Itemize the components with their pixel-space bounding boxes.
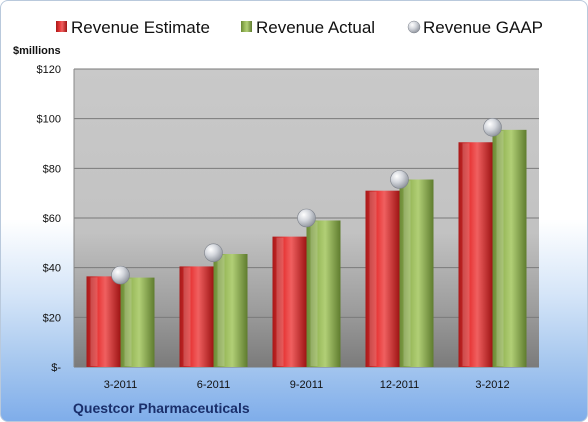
x-tick-label: 6-2011 <box>197 379 230 391</box>
legend-revenue-estimate: Revenue Estimate <box>56 18 210 37</box>
y-tick-label: $60 <box>43 213 61 225</box>
bar-highlight <box>369 191 377 366</box>
y-tick-label: $20 <box>43 312 61 324</box>
y-axis-unit-label: $millions <box>13 45 61 57</box>
company-name: Questcor Pharmaceuticals <box>73 400 250 416</box>
legend-label: Revenue Actual <box>256 18 375 37</box>
x-tick-label: 3-2011 <box>104 379 137 391</box>
bar-highlight <box>403 180 411 366</box>
x-axis: 3-2011 6-2011 9-2011 12-2011 3-2012 <box>104 379 510 391</box>
y-tick-label: $- <box>51 362 61 374</box>
legend-label: Revenue Estimate <box>71 18 210 37</box>
marker-revenue-gaap <box>111 265 130 285</box>
y-tick-label: $40 <box>43 263 61 275</box>
bar-highlight <box>217 255 225 366</box>
x-tick-label: 12-2011 <box>380 379 420 391</box>
x-tick-label: 9-2011 <box>290 379 323 391</box>
bar-revenue-actual <box>306 220 341 367</box>
legend-swatch <box>407 20 421 34</box>
marker-revenue-gaap <box>297 208 316 228</box>
bar-revenue-actual <box>120 277 155 367</box>
legend-revenue-gaap: Revenue GAAP <box>407 18 543 37</box>
legend-label: Revenue GAAP <box>423 18 543 37</box>
bar-highlight <box>183 267 191 366</box>
legend-swatch <box>56 21 67 32</box>
bar-revenue-estimate <box>86 276 121 367</box>
marker-revenue-gaap <box>204 243 223 263</box>
bar-revenue-actual <box>492 129 527 367</box>
bars <box>86 118 527 367</box>
bar-highlight <box>310 221 318 366</box>
bar-revenue-actual <box>399 179 434 367</box>
y-tick-label: $80 <box>43 163 61 175</box>
bar-highlight <box>276 237 284 366</box>
x-tick-label: 3-2012 <box>475 379 509 391</box>
legend-revenue-actual: Revenue Actual <box>241 18 375 37</box>
bar-revenue-estimate <box>365 190 400 367</box>
bar-highlight <box>90 277 98 366</box>
legend-swatch <box>241 21 252 32</box>
y-tick-label: $100 <box>37 114 61 126</box>
marker-revenue-gaap <box>483 118 502 137</box>
bar-highlight <box>462 143 470 366</box>
bar-highlight <box>124 278 132 366</box>
bar-revenue-estimate <box>179 266 214 367</box>
bar-revenue-estimate <box>272 236 307 367</box>
bar-revenue-actual <box>213 254 248 367</box>
bar-revenue-estimate <box>458 142 493 367</box>
marker-revenue-gaap <box>390 170 409 189</box>
y-axis: $- $20 $40 $60 $80 $100 $120 <box>37 64 75 374</box>
legend: Revenue Estimate Revenue Actual Revenue GA… <box>56 18 543 37</box>
y-tick-label: $120 <box>37 64 61 76</box>
bar-highlight <box>496 130 504 366</box>
